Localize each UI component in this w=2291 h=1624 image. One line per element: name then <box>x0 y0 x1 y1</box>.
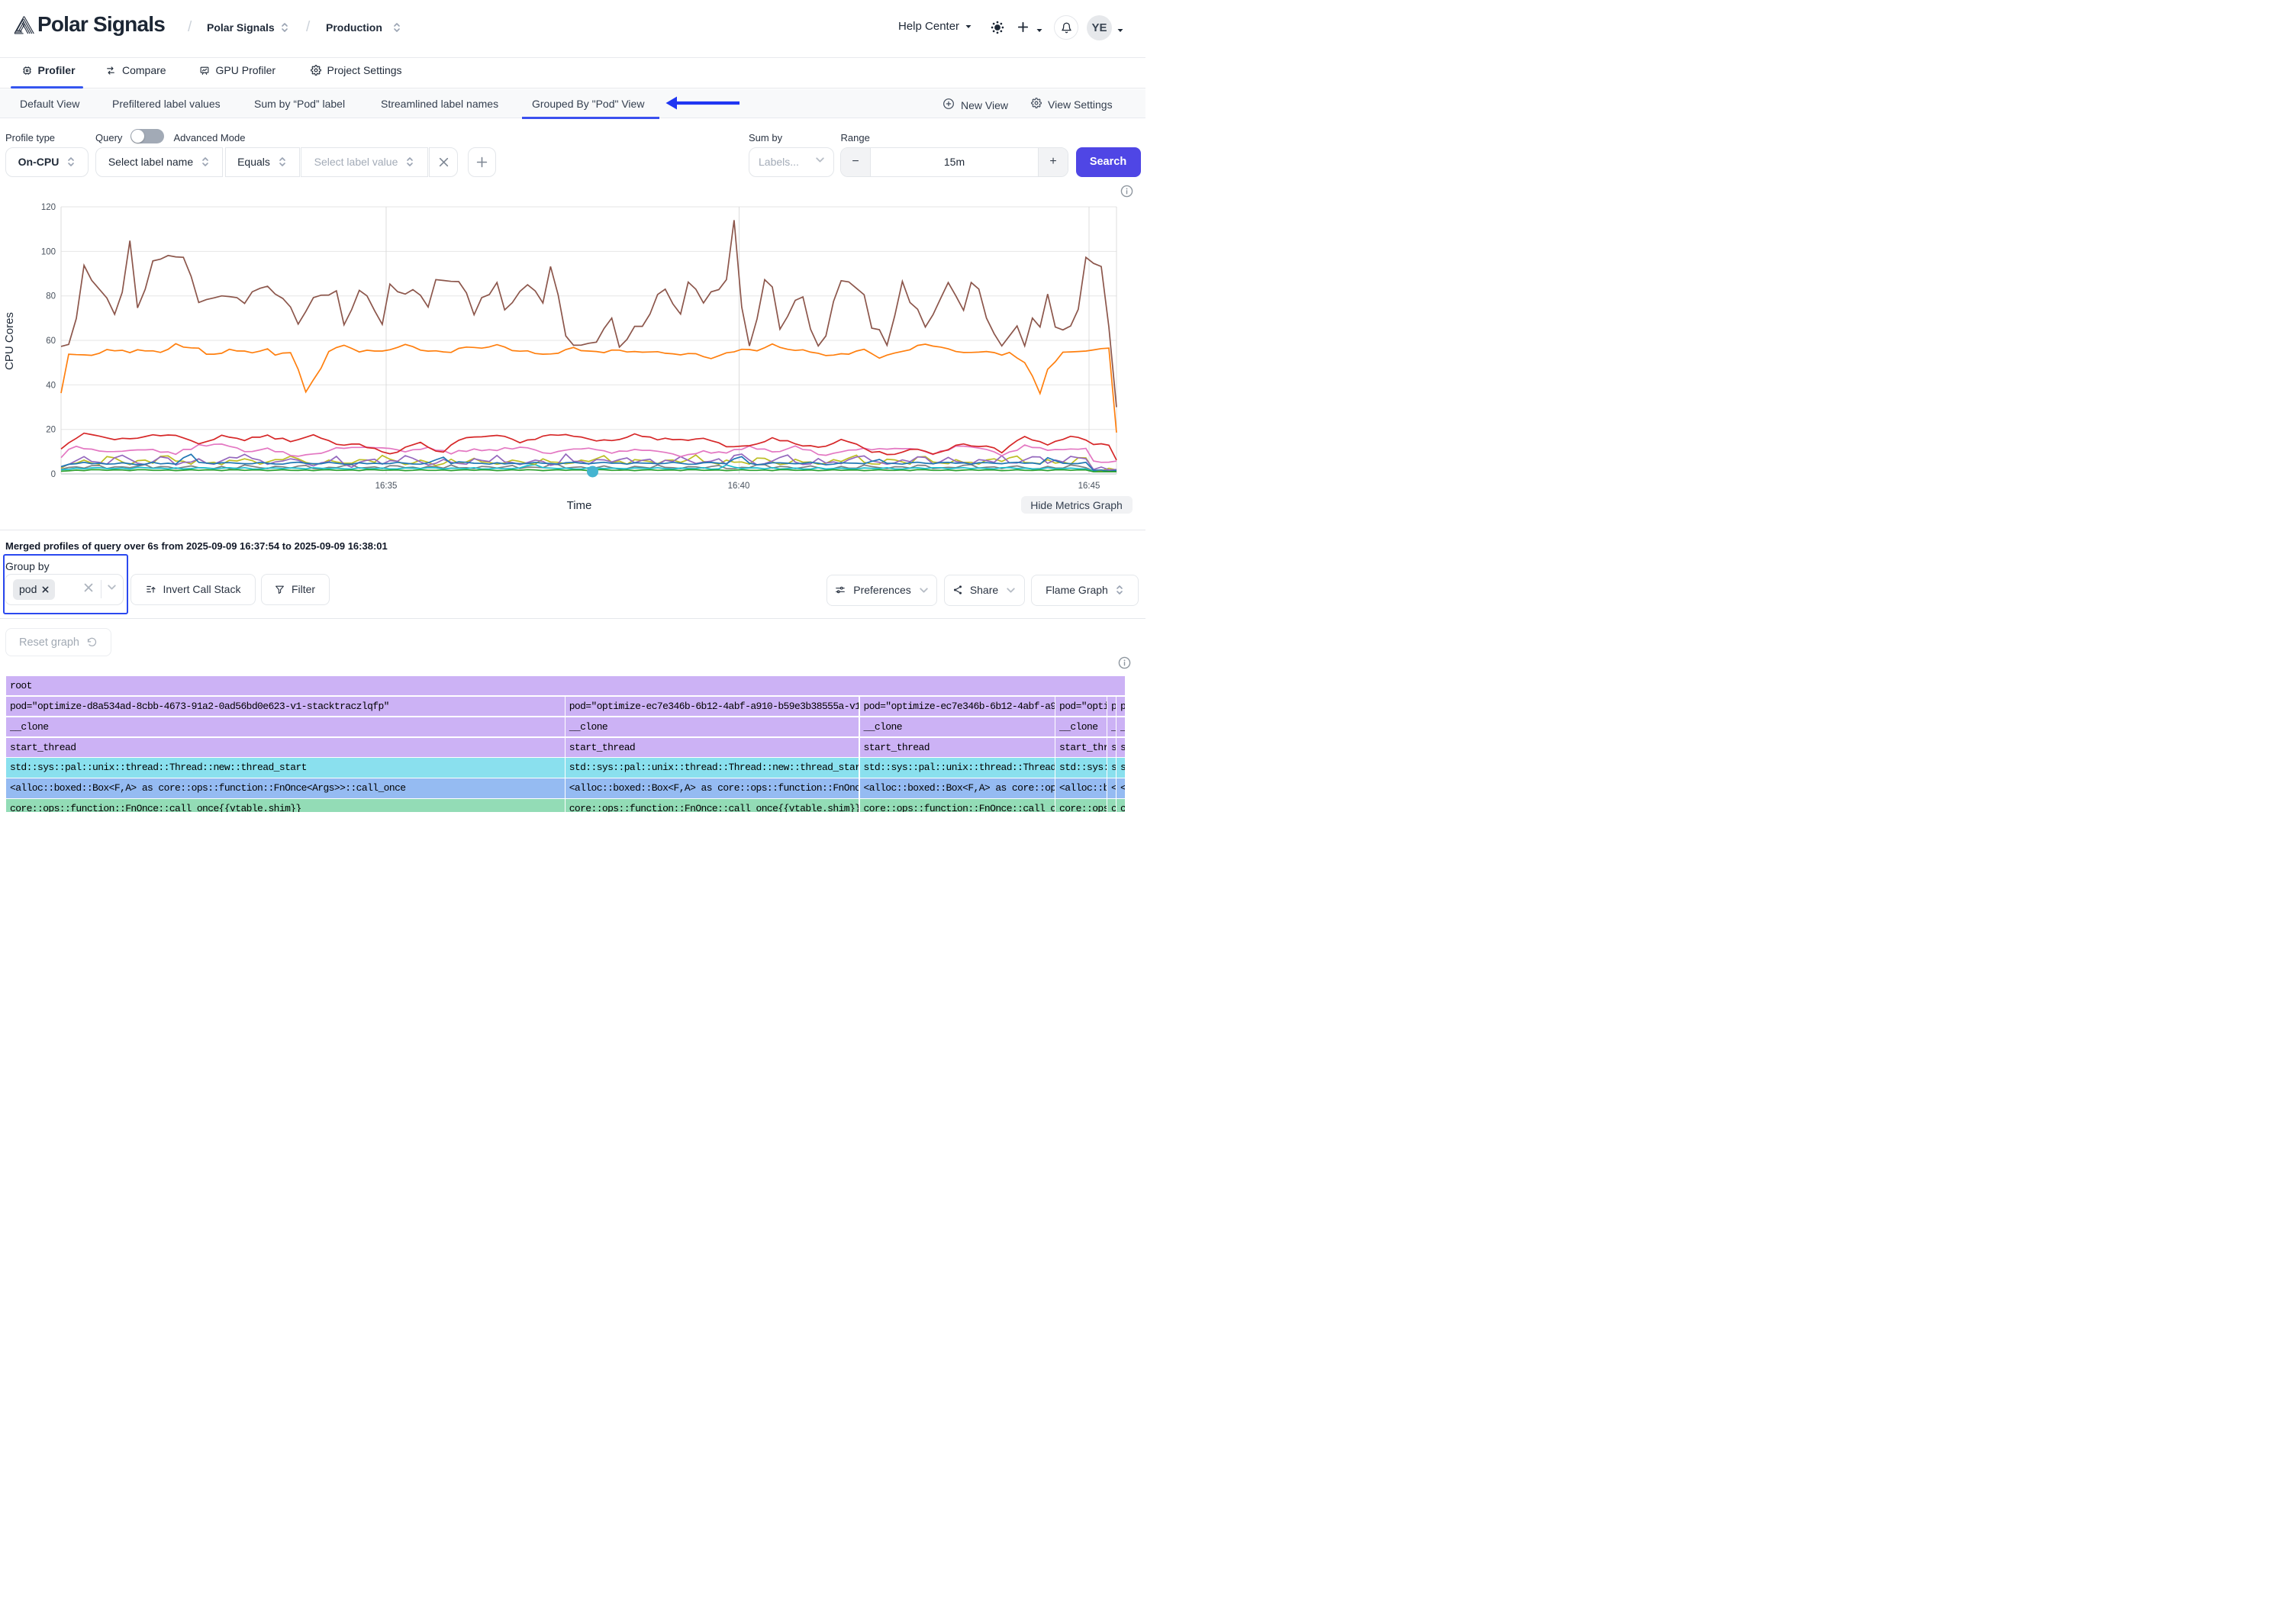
svg-text:80: 80 <box>46 292 56 301</box>
svg-text:20: 20 <box>46 426 56 435</box>
svg-text:60: 60 <box>46 337 56 346</box>
svg-text:16:40: 16:40 <box>728 482 750 491</box>
svg-text:16:35: 16:35 <box>375 482 398 491</box>
svg-text:120: 120 <box>41 203 56 212</box>
svg-text:0: 0 <box>51 470 56 479</box>
svg-text:100: 100 <box>41 247 56 256</box>
svg-text:16:45: 16:45 <box>1078 482 1100 491</box>
svg-text:CPU Cores: CPU Cores <box>3 312 16 370</box>
svg-text:40: 40 <box>46 381 56 390</box>
svg-text:Time: Time <box>567 499 592 512</box>
